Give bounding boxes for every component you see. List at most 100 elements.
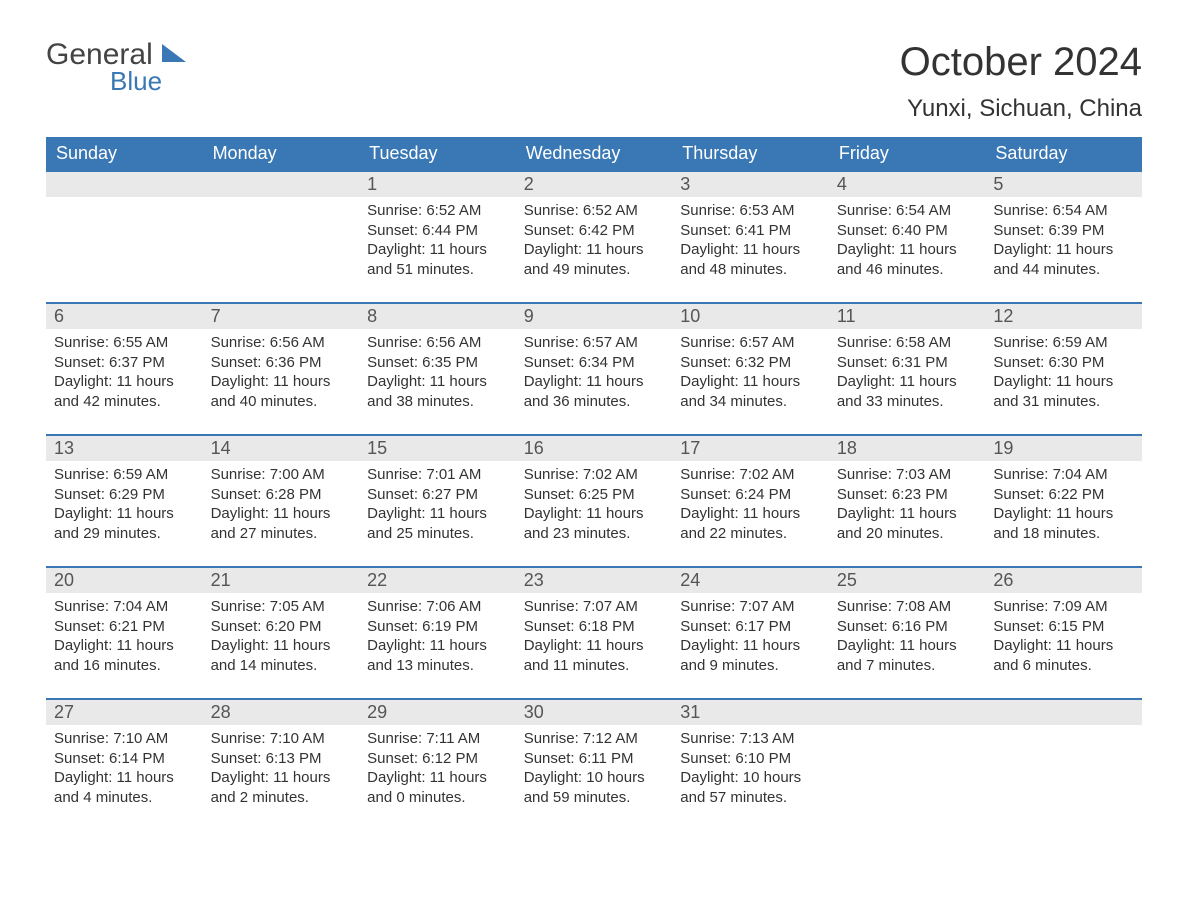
brand-logo: General Blue (46, 40, 186, 97)
sunset-line: Sunset: 6:36 PM (211, 353, 352, 373)
day-cell (829, 700, 986, 830)
sunset-line: Sunset: 6:24 PM (680, 485, 821, 505)
sunset-line: Sunset: 6:37 PM (54, 353, 195, 373)
day-cell: 16Sunrise: 7:02 AMSunset: 6:25 PMDayligh… (516, 436, 673, 566)
day-cell: 23Sunrise: 7:07 AMSunset: 6:18 PMDayligh… (516, 568, 673, 698)
day-cell: 20Sunrise: 7:04 AMSunset: 6:21 PMDayligh… (46, 568, 203, 698)
day-cell: 5Sunrise: 6:54 AMSunset: 6:39 PMDaylight… (985, 172, 1142, 302)
day-number: 28 (203, 700, 360, 725)
weekday-header: Wednesday (516, 137, 673, 170)
sunset-line: Sunset: 6:12 PM (367, 749, 508, 769)
sunrise-line: Sunrise: 6:57 AM (680, 333, 821, 353)
daylight-line: Daylight: 11 hours and 14 minutes. (211, 636, 352, 675)
sunset-line: Sunset: 6:39 PM (993, 221, 1134, 241)
sunset-line: Sunset: 6:21 PM (54, 617, 195, 637)
day-body: Sunrise: 6:59 AMSunset: 6:30 PMDaylight:… (985, 329, 1142, 425)
sunrise-line: Sunrise: 7:03 AM (837, 465, 978, 485)
day-cell: 30Sunrise: 7:12 AMSunset: 6:11 PMDayligh… (516, 700, 673, 830)
sunrise-line: Sunrise: 7:02 AM (524, 465, 665, 485)
sunset-line: Sunset: 6:42 PM (524, 221, 665, 241)
weekday-header: Sunday (46, 137, 203, 170)
day-body (46, 197, 203, 215)
sunset-line: Sunset: 6:27 PM (367, 485, 508, 505)
day-body (829, 725, 986, 743)
day-number: 15 (359, 436, 516, 461)
day-cell: 3Sunrise: 6:53 AMSunset: 6:41 PMDaylight… (672, 172, 829, 302)
day-body: Sunrise: 6:54 AMSunset: 6:40 PMDaylight:… (829, 197, 986, 293)
day-body: Sunrise: 7:07 AMSunset: 6:18 PMDaylight:… (516, 593, 673, 689)
sunrise-line: Sunrise: 7:10 AM (211, 729, 352, 749)
sunrise-line: Sunrise: 7:06 AM (367, 597, 508, 617)
sunrise-line: Sunrise: 7:07 AM (524, 597, 665, 617)
day-body: Sunrise: 7:01 AMSunset: 6:27 PMDaylight:… (359, 461, 516, 557)
day-cell (203, 172, 360, 302)
page-header: General Blue October 2024 Yunxi, Sichuan… (46, 40, 1142, 123)
day-body: Sunrise: 6:53 AMSunset: 6:41 PMDaylight:… (672, 197, 829, 293)
day-body: Sunrise: 6:52 AMSunset: 6:44 PMDaylight:… (359, 197, 516, 293)
day-cell: 31Sunrise: 7:13 AMSunset: 6:10 PMDayligh… (672, 700, 829, 830)
sunset-line: Sunset: 6:44 PM (367, 221, 508, 241)
sunrise-line: Sunrise: 6:58 AM (837, 333, 978, 353)
weekday-header: Friday (829, 137, 986, 170)
day-cell: 19Sunrise: 7:04 AMSunset: 6:22 PMDayligh… (985, 436, 1142, 566)
daylight-line: Daylight: 10 hours and 59 minutes. (524, 768, 665, 807)
day-number: 14 (203, 436, 360, 461)
daylight-line: Daylight: 11 hours and 38 minutes. (367, 372, 508, 411)
day-cell: 4Sunrise: 6:54 AMSunset: 6:40 PMDaylight… (829, 172, 986, 302)
day-cell: 25Sunrise: 7:08 AMSunset: 6:16 PMDayligh… (829, 568, 986, 698)
sunset-line: Sunset: 6:16 PM (837, 617, 978, 637)
weekday-header: Tuesday (359, 137, 516, 170)
sunset-line: Sunset: 6:28 PM (211, 485, 352, 505)
day-body: Sunrise: 7:08 AMSunset: 6:16 PMDaylight:… (829, 593, 986, 689)
day-number: 20 (46, 568, 203, 593)
day-number: 5 (985, 172, 1142, 197)
sunrise-line: Sunrise: 7:07 AM (680, 597, 821, 617)
sunrise-line: Sunrise: 6:52 AM (524, 201, 665, 221)
day-cell: 22Sunrise: 7:06 AMSunset: 6:19 PMDayligh… (359, 568, 516, 698)
day-cell: 7Sunrise: 6:56 AMSunset: 6:36 PMDaylight… (203, 304, 360, 434)
sunrise-line: Sunrise: 6:59 AM (54, 465, 195, 485)
day-body: Sunrise: 6:57 AMSunset: 6:34 PMDaylight:… (516, 329, 673, 425)
daylight-line: Daylight: 11 hours and 33 minutes. (837, 372, 978, 411)
sunrise-line: Sunrise: 7:01 AM (367, 465, 508, 485)
day-number: 8 (359, 304, 516, 329)
day-number: 30 (516, 700, 673, 725)
daylight-line: Daylight: 11 hours and 36 minutes. (524, 372, 665, 411)
day-cell: 15Sunrise: 7:01 AMSunset: 6:27 PMDayligh… (359, 436, 516, 566)
day-body: Sunrise: 6:56 AMSunset: 6:36 PMDaylight:… (203, 329, 360, 425)
sunrise-line: Sunrise: 6:57 AM (524, 333, 665, 353)
daylight-line: Daylight: 11 hours and 7 minutes. (837, 636, 978, 675)
day-number: 29 (359, 700, 516, 725)
day-cell: 2Sunrise: 6:52 AMSunset: 6:42 PMDaylight… (516, 172, 673, 302)
day-number: 11 (829, 304, 986, 329)
day-body: Sunrise: 7:02 AMSunset: 6:25 PMDaylight:… (516, 461, 673, 557)
daylight-line: Daylight: 11 hours and 46 minutes. (837, 240, 978, 279)
day-number: 22 (359, 568, 516, 593)
daylight-line: Daylight: 11 hours and 40 minutes. (211, 372, 352, 411)
sunrise-line: Sunrise: 6:54 AM (837, 201, 978, 221)
day-number: 1 (359, 172, 516, 197)
day-number (203, 172, 360, 197)
sunset-line: Sunset: 6:19 PM (367, 617, 508, 637)
sunset-line: Sunset: 6:29 PM (54, 485, 195, 505)
day-cell (46, 172, 203, 302)
day-number: 12 (985, 304, 1142, 329)
sunset-line: Sunset: 6:20 PM (211, 617, 352, 637)
day-body: Sunrise: 7:06 AMSunset: 6:19 PMDaylight:… (359, 593, 516, 689)
day-number: 27 (46, 700, 203, 725)
day-body: Sunrise: 6:56 AMSunset: 6:35 PMDaylight:… (359, 329, 516, 425)
day-body (203, 197, 360, 215)
day-body: Sunrise: 7:02 AMSunset: 6:24 PMDaylight:… (672, 461, 829, 557)
day-cell (985, 700, 1142, 830)
day-cell: 14Sunrise: 7:00 AMSunset: 6:28 PMDayligh… (203, 436, 360, 566)
day-number: 13 (46, 436, 203, 461)
day-body: Sunrise: 7:03 AMSunset: 6:23 PMDaylight:… (829, 461, 986, 557)
sunset-line: Sunset: 6:41 PM (680, 221, 821, 241)
daylight-line: Daylight: 11 hours and 51 minutes. (367, 240, 508, 279)
location-subtitle: Yunxi, Sichuan, China (900, 95, 1142, 123)
week-row: 20Sunrise: 7:04 AMSunset: 6:21 PMDayligh… (46, 566, 1142, 698)
sunset-line: Sunset: 6:25 PM (524, 485, 665, 505)
day-number: 18 (829, 436, 986, 461)
daylight-line: Daylight: 11 hours and 29 minutes. (54, 504, 195, 543)
sunrise-line: Sunrise: 7:11 AM (367, 729, 508, 749)
